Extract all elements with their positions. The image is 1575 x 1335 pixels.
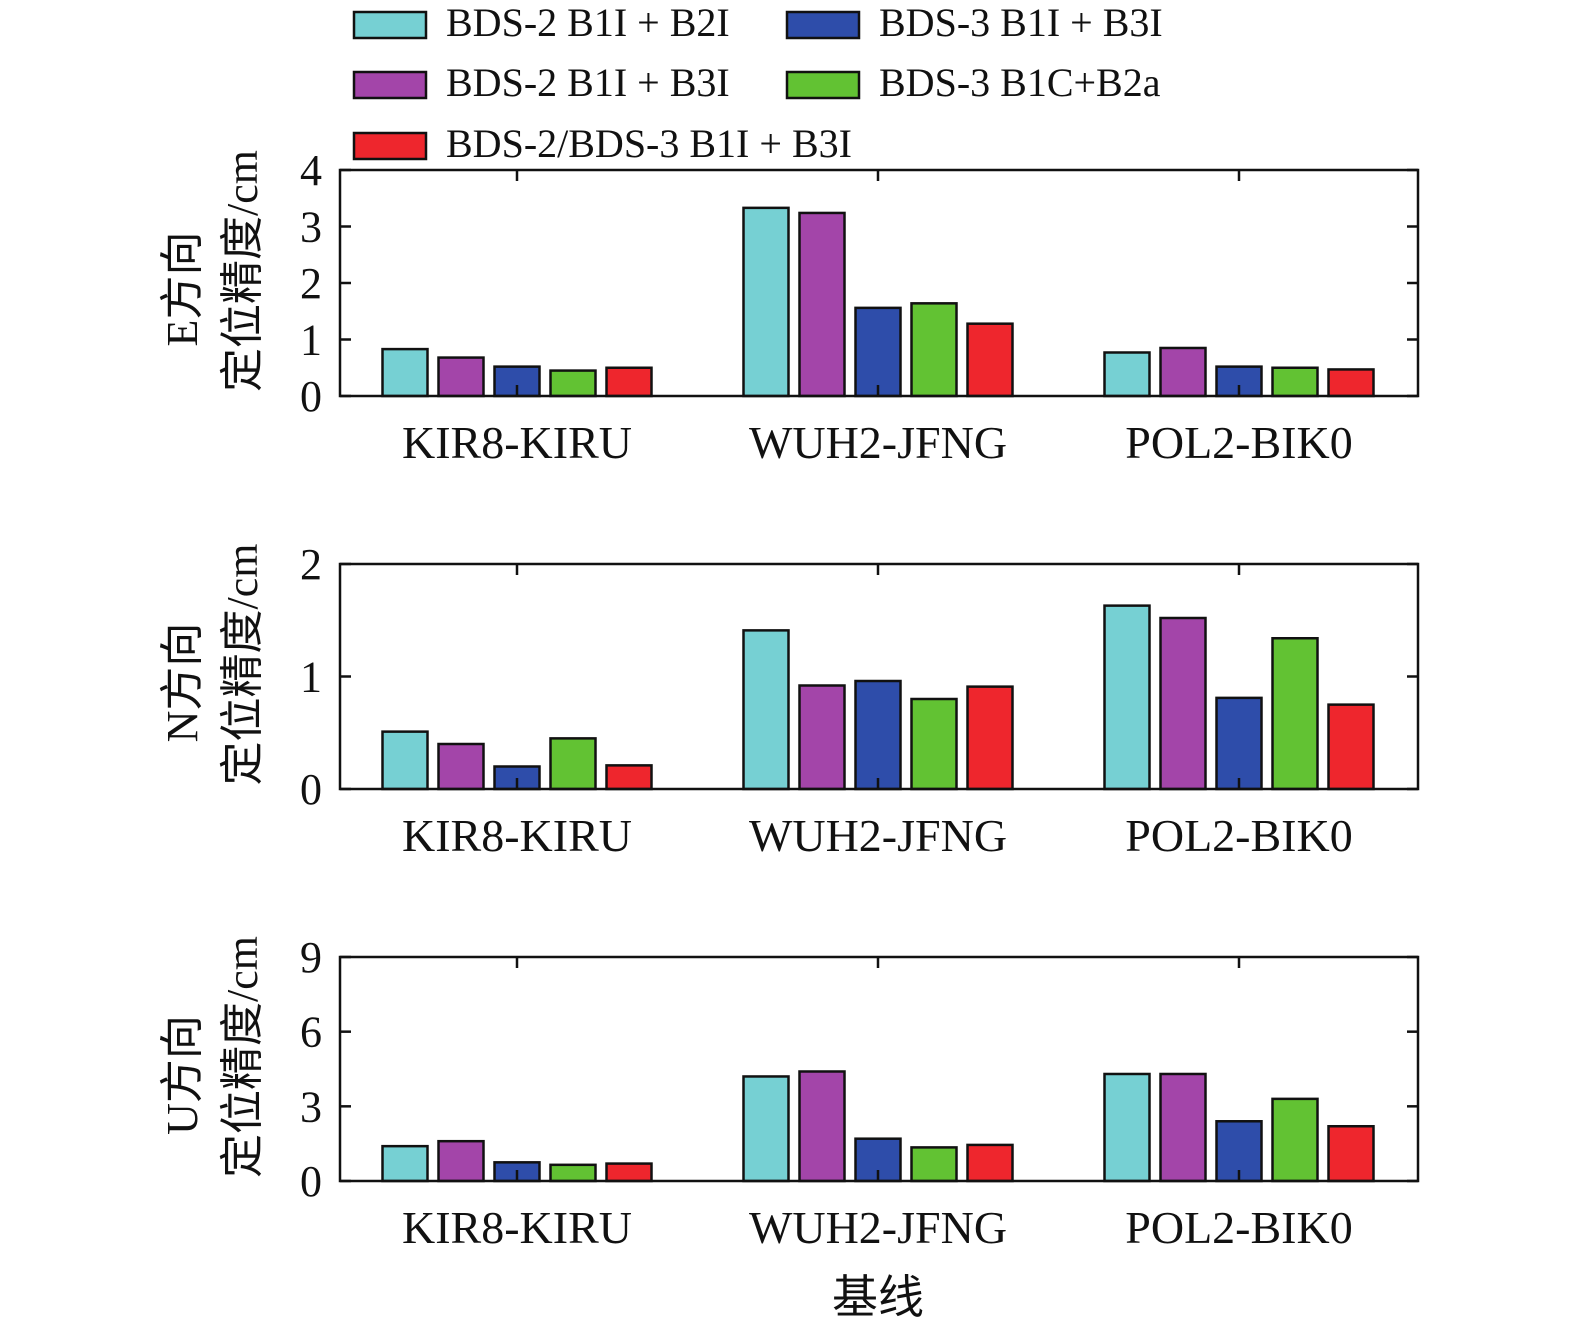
bar xyxy=(1159,1072,1207,1183)
legend-entry: BDS-3 B1C+B2a xyxy=(785,60,1161,105)
y-tick-label: 3 xyxy=(300,203,322,252)
legend-entry: BDS-3 B1I + B3I xyxy=(785,0,1163,45)
bar xyxy=(854,306,902,398)
x-category-label: WUH2-JFNG xyxy=(749,417,1007,468)
legend-label: BDS-2 B1I + B2I xyxy=(446,0,730,45)
legend-swatch xyxy=(785,10,861,40)
bar xyxy=(742,1075,790,1183)
legend-swatch xyxy=(352,70,428,100)
y-tick-label: 2 xyxy=(300,259,322,308)
x-category-label: WUH2-JFNG xyxy=(749,1202,1007,1253)
bar xyxy=(910,1146,958,1183)
bar xyxy=(1103,351,1151,398)
chart-panel-2: 0 1 2 KIR8-KIRU WUH2-JFNG POL2-BIK0 N方向 定位精度/cm xyxy=(158,540,1420,861)
bar xyxy=(1103,604,1151,791)
bar xyxy=(1271,366,1319,398)
y-tick-label: 9 xyxy=(300,933,322,982)
bar xyxy=(798,211,846,398)
legend-label: BDS-3 B1C+B2a xyxy=(879,60,1161,105)
bar xyxy=(1271,637,1319,791)
bar xyxy=(605,366,653,398)
bar xyxy=(1103,1072,1151,1183)
y-tick-label: 3 xyxy=(300,1082,322,1131)
y-axis-label-unit: 定位精度/cm xyxy=(218,936,267,1178)
bar xyxy=(742,206,790,398)
y-tick-label: 2 xyxy=(300,540,322,589)
bar xyxy=(966,322,1014,398)
bar xyxy=(742,629,790,791)
bar xyxy=(605,1162,653,1183)
x-category-label: WUH2-JFNG xyxy=(749,810,1007,861)
x-category-label: POL2-BIK0 xyxy=(1125,1202,1352,1253)
bar xyxy=(605,764,653,791)
legend-swatch xyxy=(785,70,861,100)
bar xyxy=(798,1070,846,1183)
x-category-label: KIR8-KIRU xyxy=(402,1202,632,1253)
bar xyxy=(798,684,846,791)
legend-entry: BDS-2 B1I + B2I xyxy=(352,0,730,45)
y-tick-label: 0 xyxy=(300,1157,322,1206)
x-category-label: KIR8-KIRU xyxy=(402,417,632,468)
bar xyxy=(910,697,958,791)
x-axis-title: 基线 xyxy=(832,1272,924,1323)
legend-label: BDS-2/BDS-3 B1I + B3I xyxy=(446,121,852,166)
chart-panel-1: 0 1 2 3 4 KIR8-KIRU WUH2-JFNG POL2-BIK0 E方向 定位精度/… xyxy=(158,146,1420,468)
bar xyxy=(1215,696,1263,791)
bar xyxy=(1327,703,1375,791)
bar xyxy=(381,347,429,398)
bar xyxy=(1159,346,1207,398)
legend-swatch xyxy=(352,10,428,40)
y-tick-label: 1 xyxy=(300,653,322,702)
bar xyxy=(549,737,597,791)
bar xyxy=(381,1144,429,1183)
legend-label: BDS-2 B1I + B3I xyxy=(446,60,730,105)
x-category-label: KIR8-KIRU xyxy=(402,810,632,861)
legend-entry: BDS-2 B1I + B3I xyxy=(352,60,730,105)
y-axis-label-unit: 定位精度/cm xyxy=(218,544,267,786)
bar xyxy=(910,302,958,398)
y-tick-label: 1 xyxy=(300,316,322,365)
bar xyxy=(381,730,429,791)
chart-panel-3: 0 3 6 9 KIR8-KIRU WUH2-JFNG POL2-BIK0 U方向 定位精度/c… xyxy=(158,933,1420,1323)
y-axis-label-unit: 定位精度/cm xyxy=(218,150,267,392)
legend-entry: BDS-2/BDS-3 B1I + B3I xyxy=(352,121,852,166)
bar xyxy=(1327,368,1375,398)
legend-label: BDS-3 B1I + B3I xyxy=(879,0,1163,45)
y-axis-label: N方向 xyxy=(158,623,207,743)
bar xyxy=(437,742,485,791)
x-category-label: POL2-BIK0 xyxy=(1125,417,1352,468)
bar xyxy=(549,1163,597,1183)
bar xyxy=(437,356,485,398)
y-tick-label: 6 xyxy=(300,1008,322,1057)
bar xyxy=(549,369,597,398)
bar xyxy=(1327,1124,1375,1183)
bar xyxy=(1159,616,1207,791)
bar xyxy=(1271,1097,1319,1183)
bar xyxy=(854,679,902,791)
y-axis-label: U方向 xyxy=(158,1015,207,1135)
bar xyxy=(966,685,1014,791)
y-tick-label: 0 xyxy=(300,372,322,421)
y-tick-label: 0 xyxy=(300,765,322,814)
y-axis-label: E方向 xyxy=(158,232,207,347)
y-tick-label: 4 xyxy=(300,146,322,195)
legend-swatch xyxy=(352,131,428,161)
bar xyxy=(437,1139,485,1183)
bar xyxy=(966,1143,1014,1183)
x-category-label: POL2-BIK0 xyxy=(1125,810,1352,861)
legend: BDS-2 B1I + B2I BDS-3 B1I + B3I BDS-2 B1I … xyxy=(352,0,1163,166)
